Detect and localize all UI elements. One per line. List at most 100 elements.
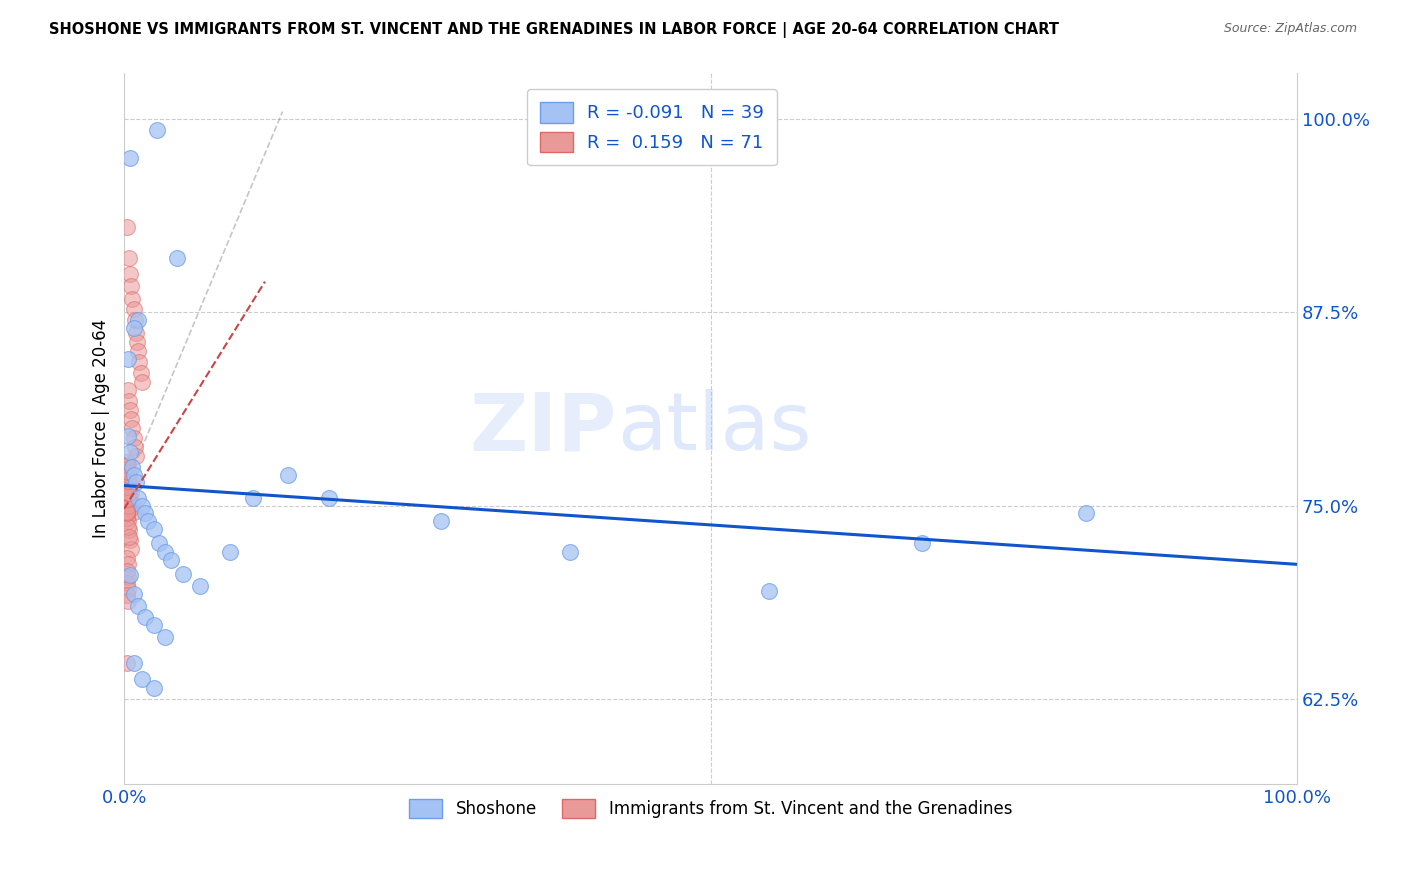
Point: [117, 558, 139, 572]
Point: [117, 465, 139, 479]
Point: [115, 511, 138, 525]
Point: [117, 471, 139, 485]
Point: [118, 483, 141, 498]
Point: [155, 545, 177, 559]
Point: [117, 474, 139, 488]
Point: [115, 657, 138, 671]
Point: [134, 506, 156, 520]
Point: [117, 594, 139, 608]
Point: [166, 252, 188, 266]
Point: [558, 545, 581, 559]
Text: atlas: atlas: [617, 389, 811, 467]
Point: [117, 570, 139, 584]
Point: [121, 292, 143, 306]
Point: [117, 351, 139, 366]
Point: [122, 467, 145, 482]
Point: [118, 524, 141, 538]
Point: [122, 321, 145, 335]
Point: [117, 486, 139, 500]
Point: [125, 475, 148, 490]
Point: [117, 429, 139, 443]
Text: ZIP: ZIP: [470, 389, 617, 467]
Point: [115, 505, 138, 519]
Point: [127, 334, 149, 349]
Point: [121, 460, 143, 475]
Point: [1074, 506, 1097, 520]
Point: [430, 514, 453, 528]
Point: [911, 535, 934, 549]
Point: [125, 326, 148, 340]
Point: [115, 491, 138, 505]
Point: [115, 467, 138, 482]
Text: Source: ZipAtlas.com: Source: ZipAtlas.com: [1223, 22, 1357, 36]
Point: [120, 501, 142, 516]
Point: [115, 220, 138, 235]
Point: [117, 492, 139, 507]
Point: [120, 267, 142, 281]
Point: [117, 499, 139, 513]
Legend: Shoshone, Immigrants from St. Vincent and the Grenadines: Shoshone, Immigrants from St. Vincent an…: [402, 793, 1019, 825]
Point: [120, 402, 142, 417]
Point: [115, 465, 138, 479]
Point: [122, 302, 145, 317]
Point: [121, 495, 143, 509]
Point: [117, 475, 139, 490]
Point: [131, 499, 153, 513]
Point: [124, 440, 146, 454]
Point: [155, 630, 177, 644]
Point: [122, 431, 145, 445]
Point: [120, 412, 142, 426]
Point: [115, 575, 138, 590]
Point: [120, 151, 142, 165]
Point: [121, 421, 143, 435]
Point: [115, 551, 138, 566]
Point: [131, 672, 153, 686]
Point: [117, 514, 139, 528]
Point: [115, 458, 138, 473]
Point: [190, 579, 212, 593]
Point: [120, 486, 142, 500]
Point: [142, 617, 165, 632]
Point: [118, 492, 141, 507]
Point: [115, 475, 138, 490]
Point: [120, 568, 142, 582]
Point: [118, 252, 141, 266]
Point: [115, 564, 138, 578]
Point: [128, 355, 150, 369]
Point: [136, 514, 159, 528]
Point: [129, 366, 152, 380]
Point: [146, 123, 169, 137]
Point: [318, 491, 340, 505]
Point: [117, 458, 139, 473]
Point: [118, 393, 141, 408]
Point: [118, 486, 141, 500]
Point: [117, 582, 139, 596]
Point: [148, 535, 170, 549]
Point: [122, 587, 145, 601]
Point: [127, 491, 149, 505]
Point: [115, 506, 138, 520]
Point: [242, 491, 264, 505]
Point: [124, 313, 146, 327]
Point: [115, 480, 138, 494]
Point: [115, 455, 138, 469]
Point: [120, 444, 142, 458]
Point: [277, 467, 299, 482]
Point: [117, 383, 139, 397]
Point: [127, 599, 149, 613]
Point: [117, 480, 139, 494]
Point: [120, 541, 142, 556]
Point: [115, 491, 138, 505]
Point: [117, 499, 139, 513]
Y-axis label: In Labor Force | Age 20-64: In Labor Force | Age 20-64: [93, 318, 110, 538]
Point: [127, 344, 149, 359]
Point: [160, 552, 183, 566]
Point: [117, 483, 139, 498]
Point: [117, 520, 139, 534]
Point: [122, 657, 145, 671]
Point: [120, 279, 142, 293]
Point: [115, 461, 138, 475]
Point: [115, 588, 138, 602]
Text: SHOSHONE VS IMMIGRANTS FROM ST. VINCENT AND THE GRENADINES IN LABOR FORCE | AGE : SHOSHONE VS IMMIGRANTS FROM ST. VINCENT …: [49, 22, 1059, 38]
Point: [142, 681, 165, 695]
